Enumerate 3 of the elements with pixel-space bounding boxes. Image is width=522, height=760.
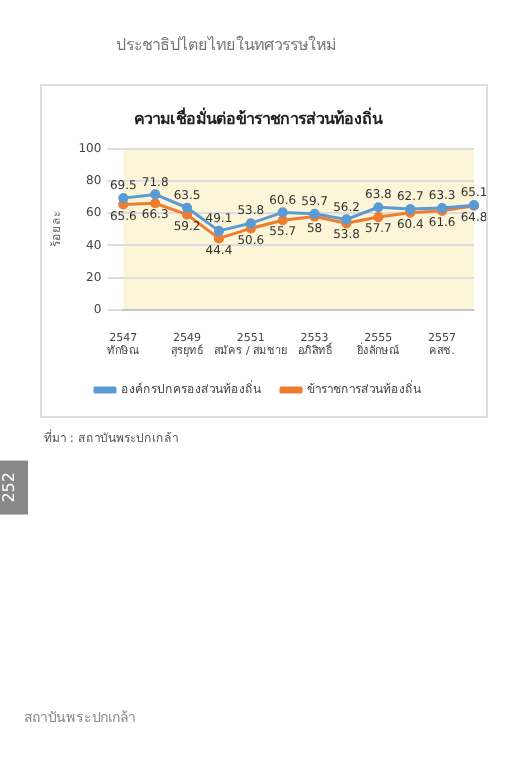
text: ประชาธิปไตยไทยในทศวรรษใหม่	[116, 33, 336, 58]
chart-title: ความเชื่อมั่นต่อข้าราชการส่วนท้องถิ่น	[134, 105, 384, 128]
text: 252	[0, 460, 28, 515]
